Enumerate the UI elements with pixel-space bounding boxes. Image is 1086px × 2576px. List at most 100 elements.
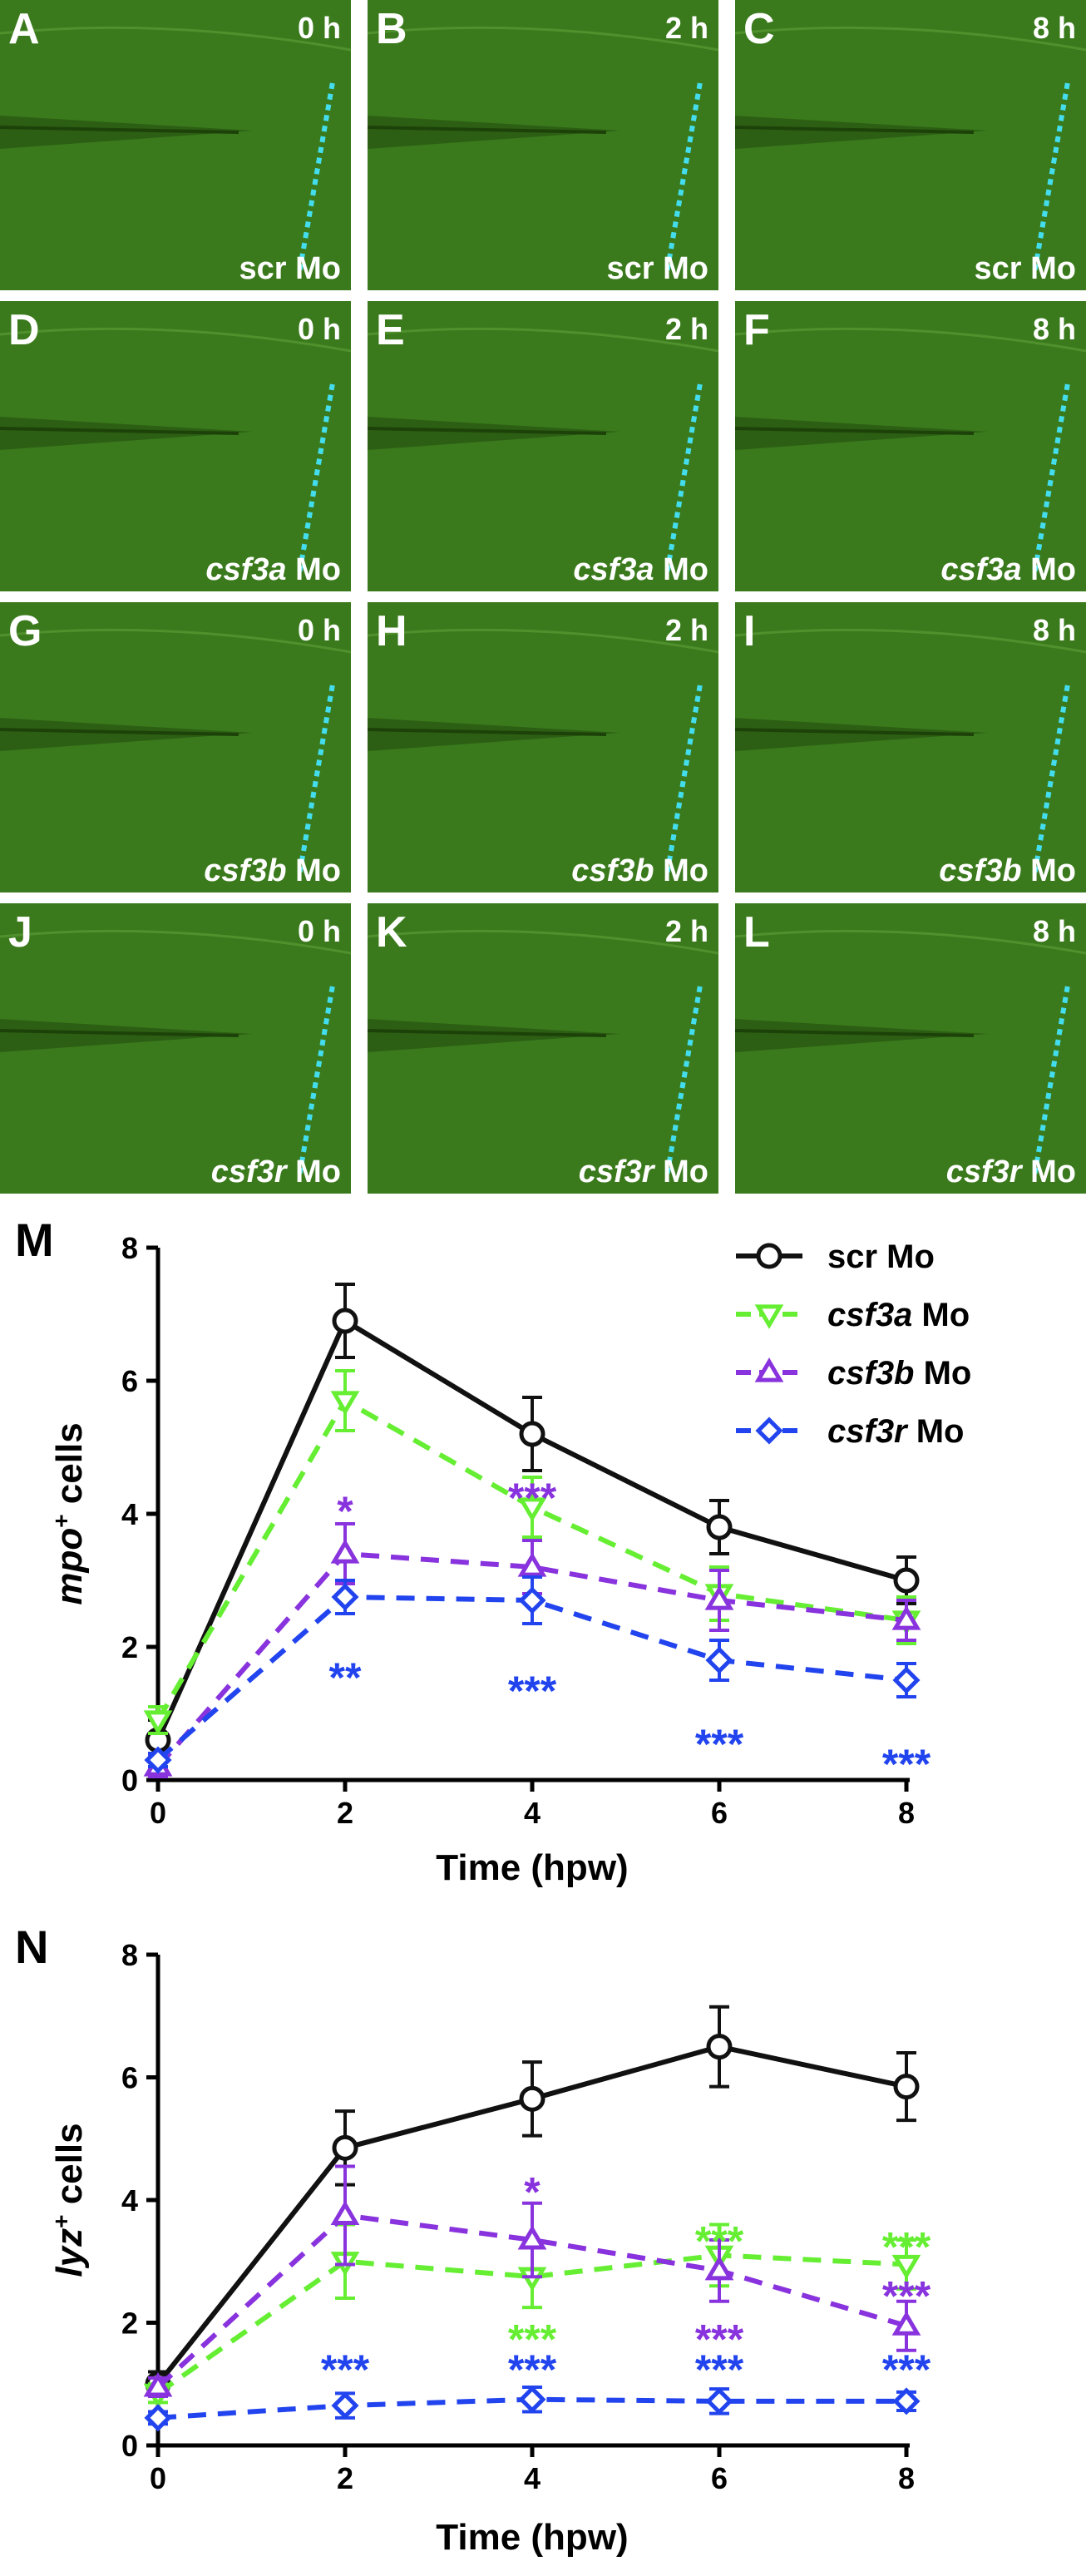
- y-label-rest: cells: [49, 1422, 90, 1514]
- treatment-name: csf3r: [579, 1155, 656, 1189]
- treatment-suffix: Mo: [287, 1155, 341, 1189]
- fin-edge: [367, 327, 719, 353]
- y-axis-label: lyz+ cells: [48, 2123, 91, 2277]
- data-point: [704, 2255, 734, 2281]
- y-tick-label: 8: [121, 1938, 138, 1972]
- treatment-suffix: Mo: [654, 552, 708, 587]
- legend-item-csf3a: csf3a Mo: [736, 1297, 970, 1333]
- legend-series-name: csf3r: [827, 1413, 909, 1450]
- panel-letter: G: [8, 607, 42, 655]
- data-point: [755, 1417, 783, 1445]
- panel-background: [735, 903, 1086, 1194]
- series-line: [156, 2252, 907, 2396]
- notochord-core: [367, 126, 607, 135]
- notochord: [0, 718, 253, 752]
- micrograph-panel-k: K 2 h csf3r Mo: [367, 903, 719, 1194]
- data-point: [891, 2254, 921, 2280]
- legend-item-scr: scr Mo: [736, 1239, 935, 1275]
- notochord: [735, 718, 988, 752]
- panel-treatment: csf3a Mo: [573, 552, 708, 587]
- y-tick-label: 8: [121, 1231, 138, 1265]
- treatment-suffix: Mo: [654, 251, 708, 286]
- treatment-suffix: Mo: [287, 251, 341, 286]
- notochord: [0, 116, 253, 150]
- notochord: [735, 417, 988, 451]
- x-tick-label: 4: [524, 1796, 541, 1830]
- panel-background: [368, 301, 718, 591]
- chart-panel-letter: N: [15, 1921, 48, 1973]
- fin-edge: [367, 628, 719, 654]
- panel-time: 2 h: [665, 11, 708, 45]
- notochord: [368, 417, 620, 451]
- fin-edge: [734, 929, 1086, 955]
- data-point: [706, 1514, 733, 1540]
- data-point: [893, 2074, 920, 2100]
- micrograph-panel-b: B 2 h scr Mo: [367, 0, 719, 290]
- data-point: [519, 1421, 545, 1447]
- data-point: [518, 1586, 546, 1614]
- treatment-name: csf3a: [573, 552, 654, 587]
- data-point: [330, 1539, 360, 1564]
- panel-time: 8 h: [1033, 11, 1076, 45]
- data-point: [332, 2134, 358, 2161]
- significance-label: ***: [882, 2273, 931, 2320]
- x-tick-label: 2: [337, 2461, 353, 2495]
- micrograph-panel-a: A 0 h scr Mo: [0, 0, 352, 290]
- y-tick-label: 0: [121, 2429, 138, 2463]
- panel-time: 0 h: [298, 312, 341, 346]
- panel-treatment: scr Mo: [239, 251, 342, 286]
- panel-background: [368, 903, 718, 1194]
- panel-treatment: csf3b Mo: [571, 853, 708, 888]
- data-point: [330, 1391, 360, 1416]
- micrograph-panel-j: J 0 h csf3r Mo: [0, 903, 352, 1194]
- notochord-core: [0, 1029, 239, 1038]
- data-point: [331, 1583, 359, 1611]
- treatment-name: csf3b: [939, 853, 1021, 888]
- treatment-name: csf3a: [205, 552, 286, 587]
- legend-series-name: csf3b: [827, 1355, 915, 1392]
- panel-treatment: scr Mo: [607, 251, 709, 286]
- panel-treatment: csf3b Mo: [939, 853, 1076, 888]
- notochord: [368, 718, 620, 752]
- panel-treatment: csf3r Mo: [946, 1155, 1076, 1189]
- panel-time: 0 h: [298, 613, 341, 647]
- notochord: [735, 1019, 988, 1053]
- y-label-rest: cells: [49, 2123, 90, 2214]
- y-axis-label: mpo+ cells: [48, 1422, 91, 1604]
- panel-letter: E: [376, 306, 405, 354]
- panel-letter: L: [743, 908, 770, 957]
- panel-time: 0 h: [298, 11, 341, 45]
- data-point: [143, 2372, 173, 2397]
- treatment-suffix: Mo: [1022, 251, 1076, 286]
- panel-treatment: csf3a Mo: [940, 552, 1076, 587]
- data-point: [144, 1746, 172, 1774]
- y-tick-label: 2: [121, 1630, 138, 1664]
- x-axis-label: Time (hpw): [436, 2517, 628, 2558]
- panel-letter: A: [8, 5, 40, 53]
- treatment-name: scr: [975, 251, 1022, 286]
- data-point: [756, 1243, 782, 1269]
- notochord-core: [0, 728, 239, 737]
- fin-edge: [734, 26, 1086, 52]
- significance-label: ***: [508, 1475, 557, 1521]
- panel-treatment: csf3r Mo: [211, 1155, 341, 1189]
- significance-label: ***: [695, 2218, 744, 2264]
- notochord-core: [0, 427, 239, 436]
- significance-label: ***: [882, 2224, 931, 2271]
- fin-edge: [367, 26, 719, 52]
- legend-label: csf3a Mo: [827, 1297, 970, 1333]
- series-csf3b: [143, 2164, 921, 2398]
- fin-edge: [367, 929, 719, 955]
- significance-label: ***: [508, 2316, 557, 2362]
- treatment-suffix: Mo: [654, 853, 708, 888]
- significance-label: ***: [695, 1721, 744, 1768]
- legend-series-name: csf3a: [827, 1297, 912, 1333]
- panel-treatment: scr Mo: [975, 251, 1077, 286]
- panel-background: [0, 0, 351, 290]
- panel-background: [735, 301, 1086, 591]
- micrograph-panel-i: I 8 h csf3b Mo: [734, 602, 1086, 892]
- data-point: [891, 1605, 921, 1630]
- legend-series-suffix: Mo: [912, 1297, 970, 1333]
- micrograph-panel-c: C 8 h scr Mo: [734, 0, 1086, 290]
